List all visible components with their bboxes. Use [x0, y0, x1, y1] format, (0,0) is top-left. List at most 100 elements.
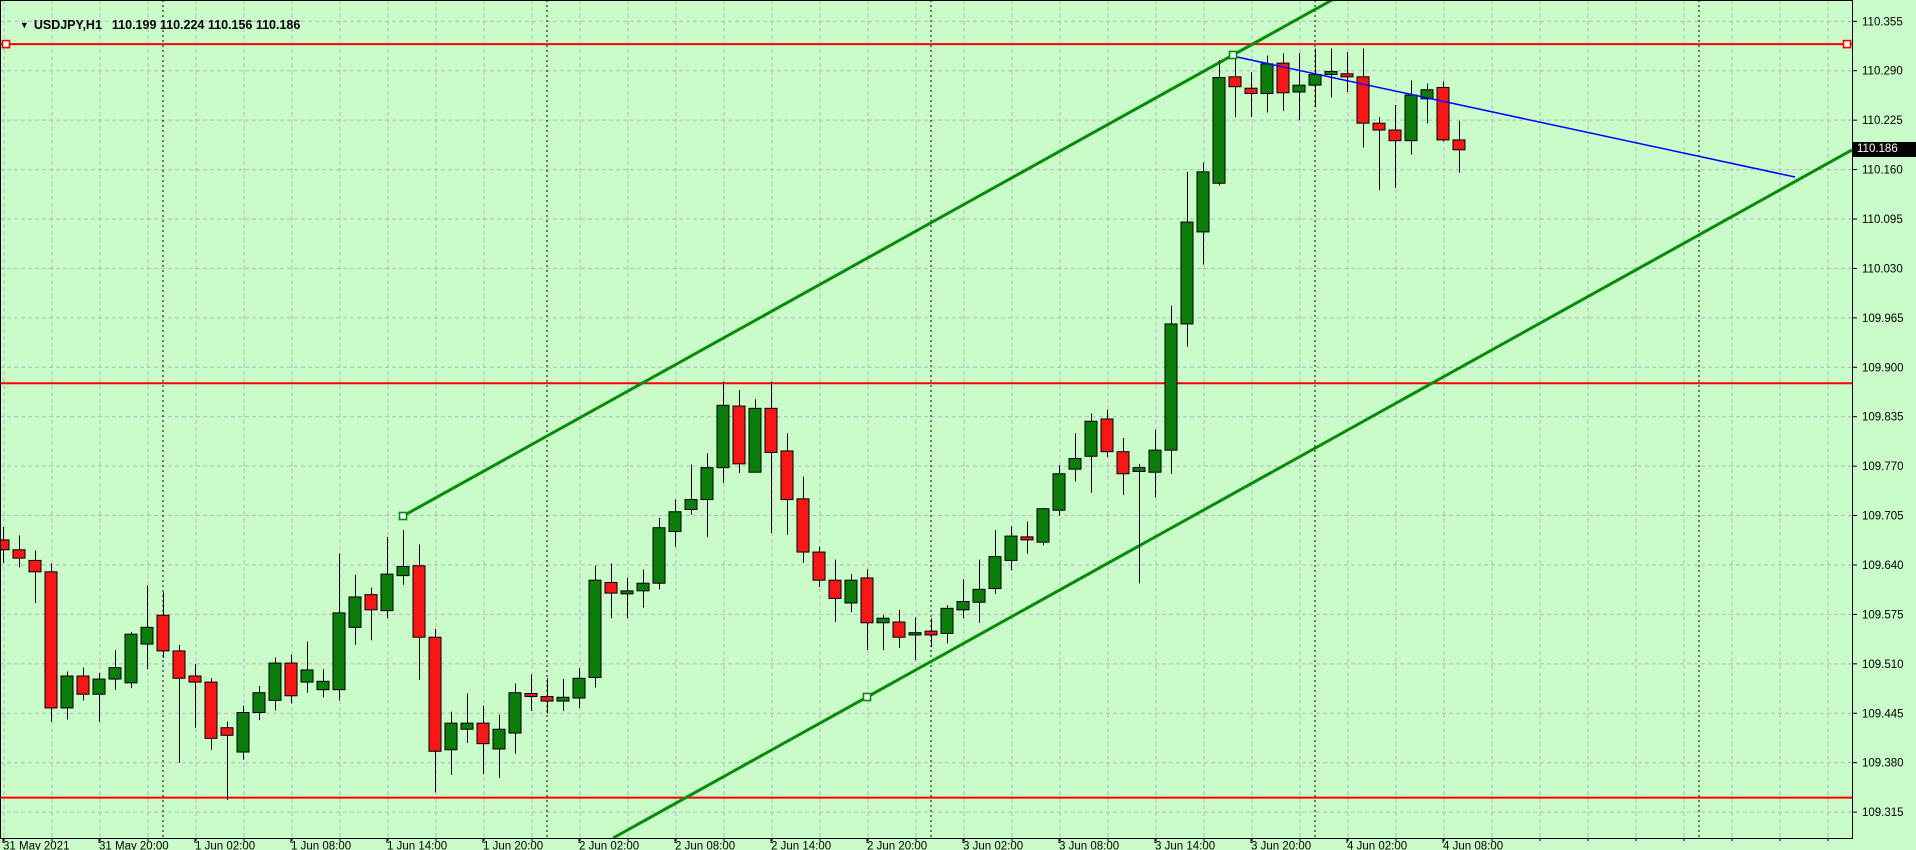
candle [428, 628, 442, 793]
candle [716, 381, 730, 483]
price-axis-label: 109.835 [1862, 412, 1904, 424]
candle-body [812, 551, 826, 581]
candle [1052, 465, 1066, 516]
channel-handle[interactable] [398, 511, 408, 521]
candle [1244, 72, 1258, 118]
candle-body [764, 407, 778, 453]
price-axis-label: 110.160 [1862, 165, 1903, 177]
channel-lower-line[interactable] [612, 148, 1852, 838]
candle [1180, 171, 1194, 347]
candle [300, 641, 314, 693]
time-axis[interactable]: 31 May 2021 31 May 20:00 1 Jun 02:00 1 Jun … [2, 838, 1829, 850]
candle-body [108, 667, 122, 680]
time-axis-label: 1 Jun 08:00 [291, 841, 351, 850]
candle [380, 536, 394, 619]
channel-handle[interactable] [1228, 50, 1238, 60]
price-axis-label: 109.770 [1862, 461, 1904, 473]
candle [956, 579, 970, 619]
candle-body [796, 498, 810, 553]
candle [1420, 83, 1434, 124]
candle-body [524, 692, 538, 698]
candle [1228, 53, 1242, 118]
candle [764, 381, 778, 534]
candle [1020, 521, 1034, 554]
candle-body [1404, 94, 1418, 142]
candle-body [572, 677, 586, 699]
candle-body [1244, 87, 1258, 95]
candle [1148, 429, 1162, 498]
candle-body [1324, 70, 1338, 76]
price-axis[interactable]: 110.355 110.290 110.225 110.160 110.095 110.0… [1852, 16, 1904, 819]
time-axis-label: 2 Jun 14:00 [771, 841, 831, 850]
time-axis-label: 3 Jun 20:00 [1251, 841, 1311, 850]
candle-body [828, 579, 842, 599]
hline-handle[interactable] [1842, 39, 1852, 49]
candle [1004, 526, 1018, 571]
candle [1436, 81, 1450, 142]
candle-body [252, 692, 266, 714]
candle-body [1452, 139, 1466, 151]
candle-body [684, 499, 698, 510]
candle-body [220, 727, 234, 736]
candle-body [1212, 77, 1226, 184]
time-axis-label: 3 Jun 08:00 [1059, 841, 1119, 850]
channel-handle[interactable] [862, 692, 872, 702]
candle [444, 711, 458, 775]
candle-body [12, 549, 26, 559]
candle [828, 559, 842, 623]
candle-body [412, 565, 426, 638]
candle [1324, 48, 1338, 98]
candle-body [348, 596, 362, 628]
candle [1276, 53, 1290, 112]
time-axis-label: 1 Jun 14:00 [387, 841, 447, 850]
candle-body [604, 581, 618, 594]
candle [620, 577, 634, 619]
candle [700, 453, 714, 537]
candle-body [876, 617, 890, 624]
price-axis-label: 109.575 [1862, 609, 1904, 621]
price-axis-label: 109.640 [1862, 560, 1904, 572]
candle [556, 679, 570, 711]
candle [268, 657, 282, 711]
candle [236, 705, 250, 760]
candle-body [156, 614, 170, 652]
chevron-down-icon[interactable]: ▼ [19, 20, 29, 30]
candle-body [860, 577, 874, 624]
candle [348, 574, 362, 645]
candle [1116, 437, 1130, 496]
candle [140, 585, 154, 670]
candle-body [908, 632, 922, 636]
candle-body [1340, 73, 1354, 78]
candle [988, 530, 1002, 594]
channel-upper-line[interactable] [402, 0, 1333, 518]
candle [284, 654, 298, 704]
time-axis-label: 1 Jun 02:00 [195, 841, 255, 850]
candle [1372, 117, 1386, 191]
candle-body [268, 662, 282, 701]
candle-body [508, 692, 522, 734]
candle [1196, 162, 1210, 265]
candle [1260, 55, 1274, 113]
candle-body [124, 633, 138, 684]
price-axis-label: 110.095 [1862, 214, 1903, 226]
candle [316, 669, 330, 698]
candle-body [44, 571, 58, 709]
chart-ohlc-values: 110.199 110.224 110.156 110.186 [111, 18, 301, 32]
time-axis-label: 2 Jun 08:00 [675, 841, 735, 850]
candle [732, 390, 746, 473]
hline-handle[interactable] [1, 39, 11, 49]
candle [492, 714, 506, 778]
candle-body [652, 527, 666, 584]
candle [1292, 53, 1306, 121]
candle-body [1196, 171, 1210, 233]
candle [156, 592, 170, 658]
candle-body [780, 450, 794, 501]
blue-trendline[interactable] [1236, 56, 1796, 178]
candle-body [540, 696, 554, 702]
candle-body [1292, 84, 1306, 93]
candle [844, 574, 858, 613]
chart-symbol-label: USDJPY,H1 [33, 18, 102, 32]
candle-body [1132, 467, 1146, 472]
